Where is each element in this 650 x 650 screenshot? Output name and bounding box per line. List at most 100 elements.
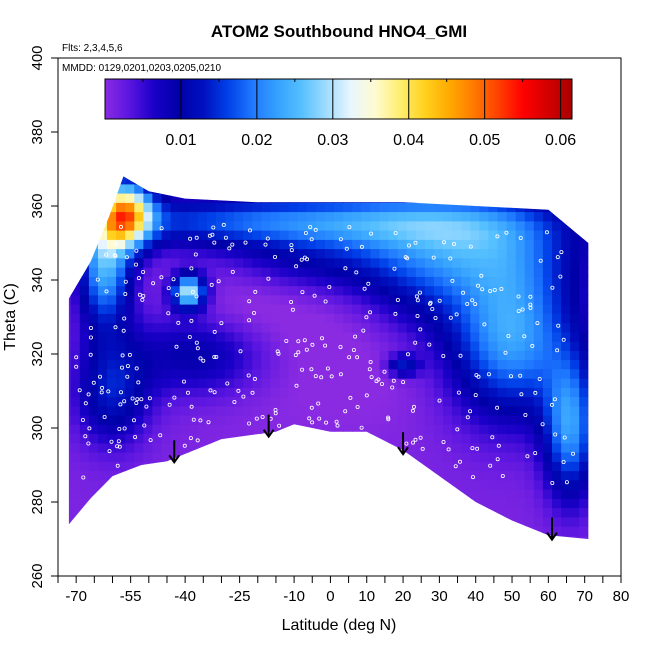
- flight-point: [441, 353, 446, 358]
- heatmap-cell: [261, 202, 272, 213]
- heatmap-cell: [225, 424, 235, 435]
- heatmap-cell: [125, 176, 135, 185]
- flight-point: [414, 294, 419, 299]
- heatmap-cell: [361, 285, 371, 296]
- heatmap-cell: [188, 193, 199, 203]
- heatmap-cell: [134, 202, 144, 213]
- flight-point: [533, 451, 538, 456]
- heatmap-cell: [406, 433, 417, 444]
- heatmap-cell: [234, 359, 244, 370]
- heatmap-cell: [134, 193, 144, 203]
- heatmap-cell: [506, 193, 517, 203]
- heatmap-cell: [579, 230, 589, 240]
- heatmap-cell: [143, 202, 154, 213]
- heatmap-cell: [488, 183, 499, 194]
- heatmap-cell: [470, 183, 480, 194]
- heatmap-cell: [79, 378, 90, 388]
- heatmap-cell: [79, 230, 90, 240]
- heatmap-cell: [234, 276, 244, 287]
- heatmap-cell: [315, 479, 326, 490]
- heatmap-cell: [170, 479, 181, 490]
- heatmap-cell: [116, 470, 126, 481]
- heatmap-cell: [570, 433, 580, 444]
- heatmap-cell: [470, 341, 480, 351]
- flight-point: [188, 236, 193, 241]
- heatmap-cell: [461, 489, 471, 499]
- heatmap-cell: [542, 470, 553, 481]
- heatmap-cell: [70, 433, 81, 444]
- heatmap-cell: [415, 276, 426, 287]
- heatmap-cell: [306, 304, 317, 314]
- heatmap-cell: [415, 294, 426, 305]
- heatmap-cell: [70, 452, 81, 462]
- heatmap-cell: [334, 442, 344, 453]
- heatmap-cell: [125, 248, 135, 259]
- heatmap-cell: [225, 545, 235, 555]
- heatmap-cell: [379, 415, 390, 425]
- heatmap-cell: [98, 220, 108, 231]
- heatmap-cell: [197, 535, 208, 539]
- heatmap-cell: [134, 378, 144, 388]
- heatmap-cell: [406, 257, 417, 268]
- heatmap-cell: [234, 415, 244, 425]
- heatmap-cell: [297, 248, 308, 259]
- flight-point: [293, 353, 298, 358]
- heatmap-cell: [352, 176, 362, 185]
- flight-point: [308, 224, 313, 229]
- heatmap-cell: [570, 535, 580, 539]
- heatmap-cell: [552, 220, 562, 231]
- heatmap-cell: [70, 479, 81, 490]
- heatmap-cell: [134, 415, 144, 425]
- heatmap-cell: [179, 313, 190, 324]
- heatmap-cell: [189, 545, 199, 555]
- heatmap-cell: [542, 368, 553, 379]
- colorbar-tick-label: 0.01: [165, 132, 196, 149]
- heatmap-cell: [198, 545, 208, 555]
- heatmap-cell: [433, 415, 444, 425]
- heatmap-cell: [352, 285, 362, 296]
- heatmap-cell: [306, 183, 317, 194]
- heatmap-cell: [388, 331, 399, 342]
- heatmap-cell: [506, 341, 517, 351]
- heatmap-cell: [306, 359, 317, 370]
- heatmap-cell: [288, 498, 299, 509]
- flight-point: [473, 302, 478, 307]
- heatmap-cell: [297, 183, 308, 194]
- heatmap-cell: [406, 183, 417, 194]
- heatmap-cell: [288, 424, 299, 435]
- flight-point: [518, 235, 523, 240]
- heatmap-cell: [261, 285, 272, 296]
- y-tick-label: 320: [29, 341, 46, 366]
- heatmap-cell: [216, 267, 226, 277]
- flight-point: [236, 388, 241, 393]
- heatmap-cell: [497, 424, 508, 435]
- heatmap-cell: [561, 415, 571, 425]
- heatmap-cell: [279, 230, 290, 240]
- flight-point: [364, 393, 369, 398]
- heatmap-cell: [234, 331, 244, 342]
- heatmap-cell: [579, 442, 589, 453]
- heatmap-cell: [352, 304, 362, 314]
- flight-point: [437, 298, 442, 303]
- heatmap-cell: [315, 489, 326, 499]
- heatmap-cell: [579, 489, 589, 499]
- heatmap-cell: [397, 176, 408, 185]
- heatmap-cell: [443, 415, 453, 425]
- heatmap-cell: [515, 331, 526, 342]
- heatmap-cell: [488, 424, 499, 435]
- heatmap-cell: [488, 331, 499, 342]
- heatmap-cell: [288, 526, 299, 536]
- heatmap-cell: [552, 378, 562, 388]
- heatmap-cell: [206, 479, 217, 490]
- heatmap-cell: [98, 350, 108, 361]
- heatmap-cell: [461, 359, 471, 370]
- heatmap-cell: [261, 545, 271, 555]
- heatmap-cell: [98, 387, 108, 398]
- heatmap-cell: [334, 183, 344, 194]
- heatmap-cell: [216, 276, 226, 287]
- heatmap-cell: [406, 230, 417, 240]
- heatmap-cell: [470, 433, 480, 444]
- heatmap-cell: [533, 285, 544, 296]
- heatmap-cell: [561, 489, 571, 499]
- heatmap-cell: [515, 424, 526, 435]
